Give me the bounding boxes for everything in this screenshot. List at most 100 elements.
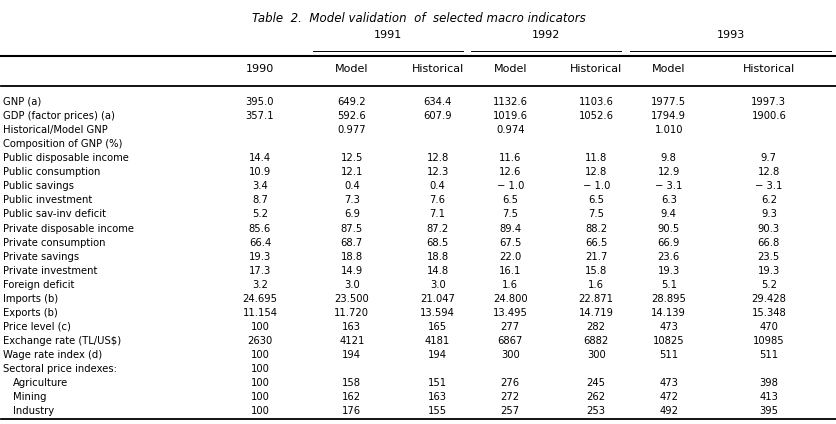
Text: 11.720: 11.720: [334, 308, 369, 318]
Text: Private consumption: Private consumption: [3, 237, 105, 248]
Text: 5.2: 5.2: [760, 280, 776, 290]
Text: 5.2: 5.2: [252, 209, 268, 220]
Text: 277: 277: [500, 322, 519, 332]
Text: 511: 511: [659, 350, 677, 360]
Text: 300: 300: [500, 350, 519, 360]
Text: 18.8: 18.8: [426, 252, 448, 262]
Text: 7.1: 7.1: [429, 209, 445, 220]
Text: 100: 100: [250, 406, 269, 416]
Text: 176: 176: [342, 406, 361, 416]
Text: 473: 473: [659, 378, 677, 388]
Text: 163: 163: [428, 392, 446, 402]
Text: 11.6: 11.6: [498, 153, 521, 163]
Text: 592.6: 592.6: [337, 111, 365, 121]
Text: 9.7: 9.7: [760, 153, 776, 163]
Text: 9.4: 9.4: [660, 209, 675, 220]
Text: 21.047: 21.047: [420, 294, 455, 304]
Text: 6882: 6882: [583, 336, 608, 346]
Text: 3.2: 3.2: [252, 280, 268, 290]
Text: 634.4: 634.4: [423, 97, 451, 107]
Text: − 1.0: − 1.0: [496, 181, 523, 191]
Text: 19.3: 19.3: [248, 252, 271, 262]
Text: 7.5: 7.5: [502, 209, 517, 220]
Text: 29.428: 29.428: [751, 294, 785, 304]
Text: 4181: 4181: [425, 336, 450, 346]
Text: 3.0: 3.0: [344, 280, 359, 290]
Text: Sectoral price indexes:: Sectoral price indexes:: [3, 364, 117, 374]
Text: Historical/Model GNP: Historical/Model GNP: [3, 125, 108, 135]
Text: 470: 470: [758, 322, 777, 332]
Text: Model: Model: [493, 64, 527, 74]
Text: 9.3: 9.3: [760, 209, 776, 220]
Text: 12.3: 12.3: [426, 167, 448, 177]
Text: 1990: 1990: [246, 64, 274, 74]
Text: 607.9: 607.9: [423, 111, 451, 121]
Text: 3.0: 3.0: [430, 280, 445, 290]
Text: 66.9: 66.9: [657, 237, 679, 248]
Text: Private disposable income: Private disposable income: [3, 223, 134, 234]
Text: Public consumption: Public consumption: [3, 167, 100, 177]
Text: 12.6: 12.6: [498, 167, 521, 177]
Text: 2630: 2630: [247, 336, 273, 346]
Text: 253: 253: [586, 406, 605, 416]
Text: 492: 492: [659, 406, 677, 416]
Text: 163: 163: [342, 322, 361, 332]
Text: 1052.6: 1052.6: [578, 111, 613, 121]
Text: 473: 473: [659, 322, 677, 332]
Text: Public sav-inv deficit: Public sav-inv deficit: [3, 209, 106, 220]
Text: 1997.3: 1997.3: [751, 97, 786, 107]
Text: 1977.5: 1977.5: [650, 97, 686, 107]
Text: Table  2.  Model validation  of  selected macro indicators: Table 2. Model validation of selected ma…: [252, 12, 584, 25]
Text: 282: 282: [586, 322, 605, 332]
Text: 88.2: 88.2: [584, 223, 607, 234]
Text: 100: 100: [250, 364, 269, 374]
Text: Historical: Historical: [742, 64, 794, 74]
Text: 4121: 4121: [339, 336, 364, 346]
Text: 16.1: 16.1: [498, 266, 521, 276]
Text: 3.4: 3.4: [252, 181, 268, 191]
Text: 276: 276: [500, 378, 519, 388]
Text: 1993: 1993: [716, 30, 744, 40]
Text: 0.977: 0.977: [337, 125, 365, 135]
Text: − 1.0: − 1.0: [582, 181, 609, 191]
Text: 6.5: 6.5: [502, 195, 517, 205]
Text: 100: 100: [250, 378, 269, 388]
Text: Private investment: Private investment: [3, 266, 97, 276]
Text: 357.1: 357.1: [246, 111, 274, 121]
Text: Foreign deficit: Foreign deficit: [3, 280, 74, 290]
Text: 87.5: 87.5: [340, 223, 363, 234]
Text: GDP (factor prices) (a): GDP (factor prices) (a): [3, 111, 115, 121]
Text: 7.5: 7.5: [588, 209, 604, 220]
Text: 13.495: 13.495: [492, 308, 527, 318]
Text: 5.1: 5.1: [660, 280, 676, 290]
Text: 68.5: 68.5: [426, 237, 448, 248]
Text: 1900.6: 1900.6: [751, 111, 785, 121]
Text: Exchange rate (TL/US$): Exchange rate (TL/US$): [3, 336, 121, 346]
Text: 6.5: 6.5: [588, 195, 604, 205]
Text: 1019.6: 1019.6: [492, 111, 528, 121]
Text: 1.6: 1.6: [588, 280, 604, 290]
Text: 13.594: 13.594: [420, 308, 455, 318]
Text: 100: 100: [250, 350, 269, 360]
Text: 100: 100: [250, 322, 269, 332]
Text: Imports (b): Imports (b): [3, 294, 59, 304]
Text: 9.8: 9.8: [660, 153, 675, 163]
Text: Model: Model: [334, 64, 368, 74]
Text: 6.3: 6.3: [660, 195, 675, 205]
Text: Historical: Historical: [569, 64, 622, 74]
Text: 28.895: 28.895: [650, 294, 686, 304]
Text: 11.154: 11.154: [242, 308, 278, 318]
Text: 22.871: 22.871: [578, 294, 613, 304]
Text: 23.500: 23.500: [334, 294, 369, 304]
Text: 158: 158: [342, 378, 361, 388]
Text: 194: 194: [428, 350, 446, 360]
Text: 85.6: 85.6: [248, 223, 271, 234]
Text: 66.4: 66.4: [248, 237, 271, 248]
Text: Mining: Mining: [13, 392, 47, 402]
Text: 10985: 10985: [752, 336, 783, 346]
Text: 89.4: 89.4: [498, 223, 521, 234]
Text: Public disposable income: Public disposable income: [3, 153, 129, 163]
Text: Private savings: Private savings: [3, 252, 79, 262]
Text: 1794.9: 1794.9: [650, 111, 686, 121]
Text: 18.8: 18.8: [340, 252, 362, 262]
